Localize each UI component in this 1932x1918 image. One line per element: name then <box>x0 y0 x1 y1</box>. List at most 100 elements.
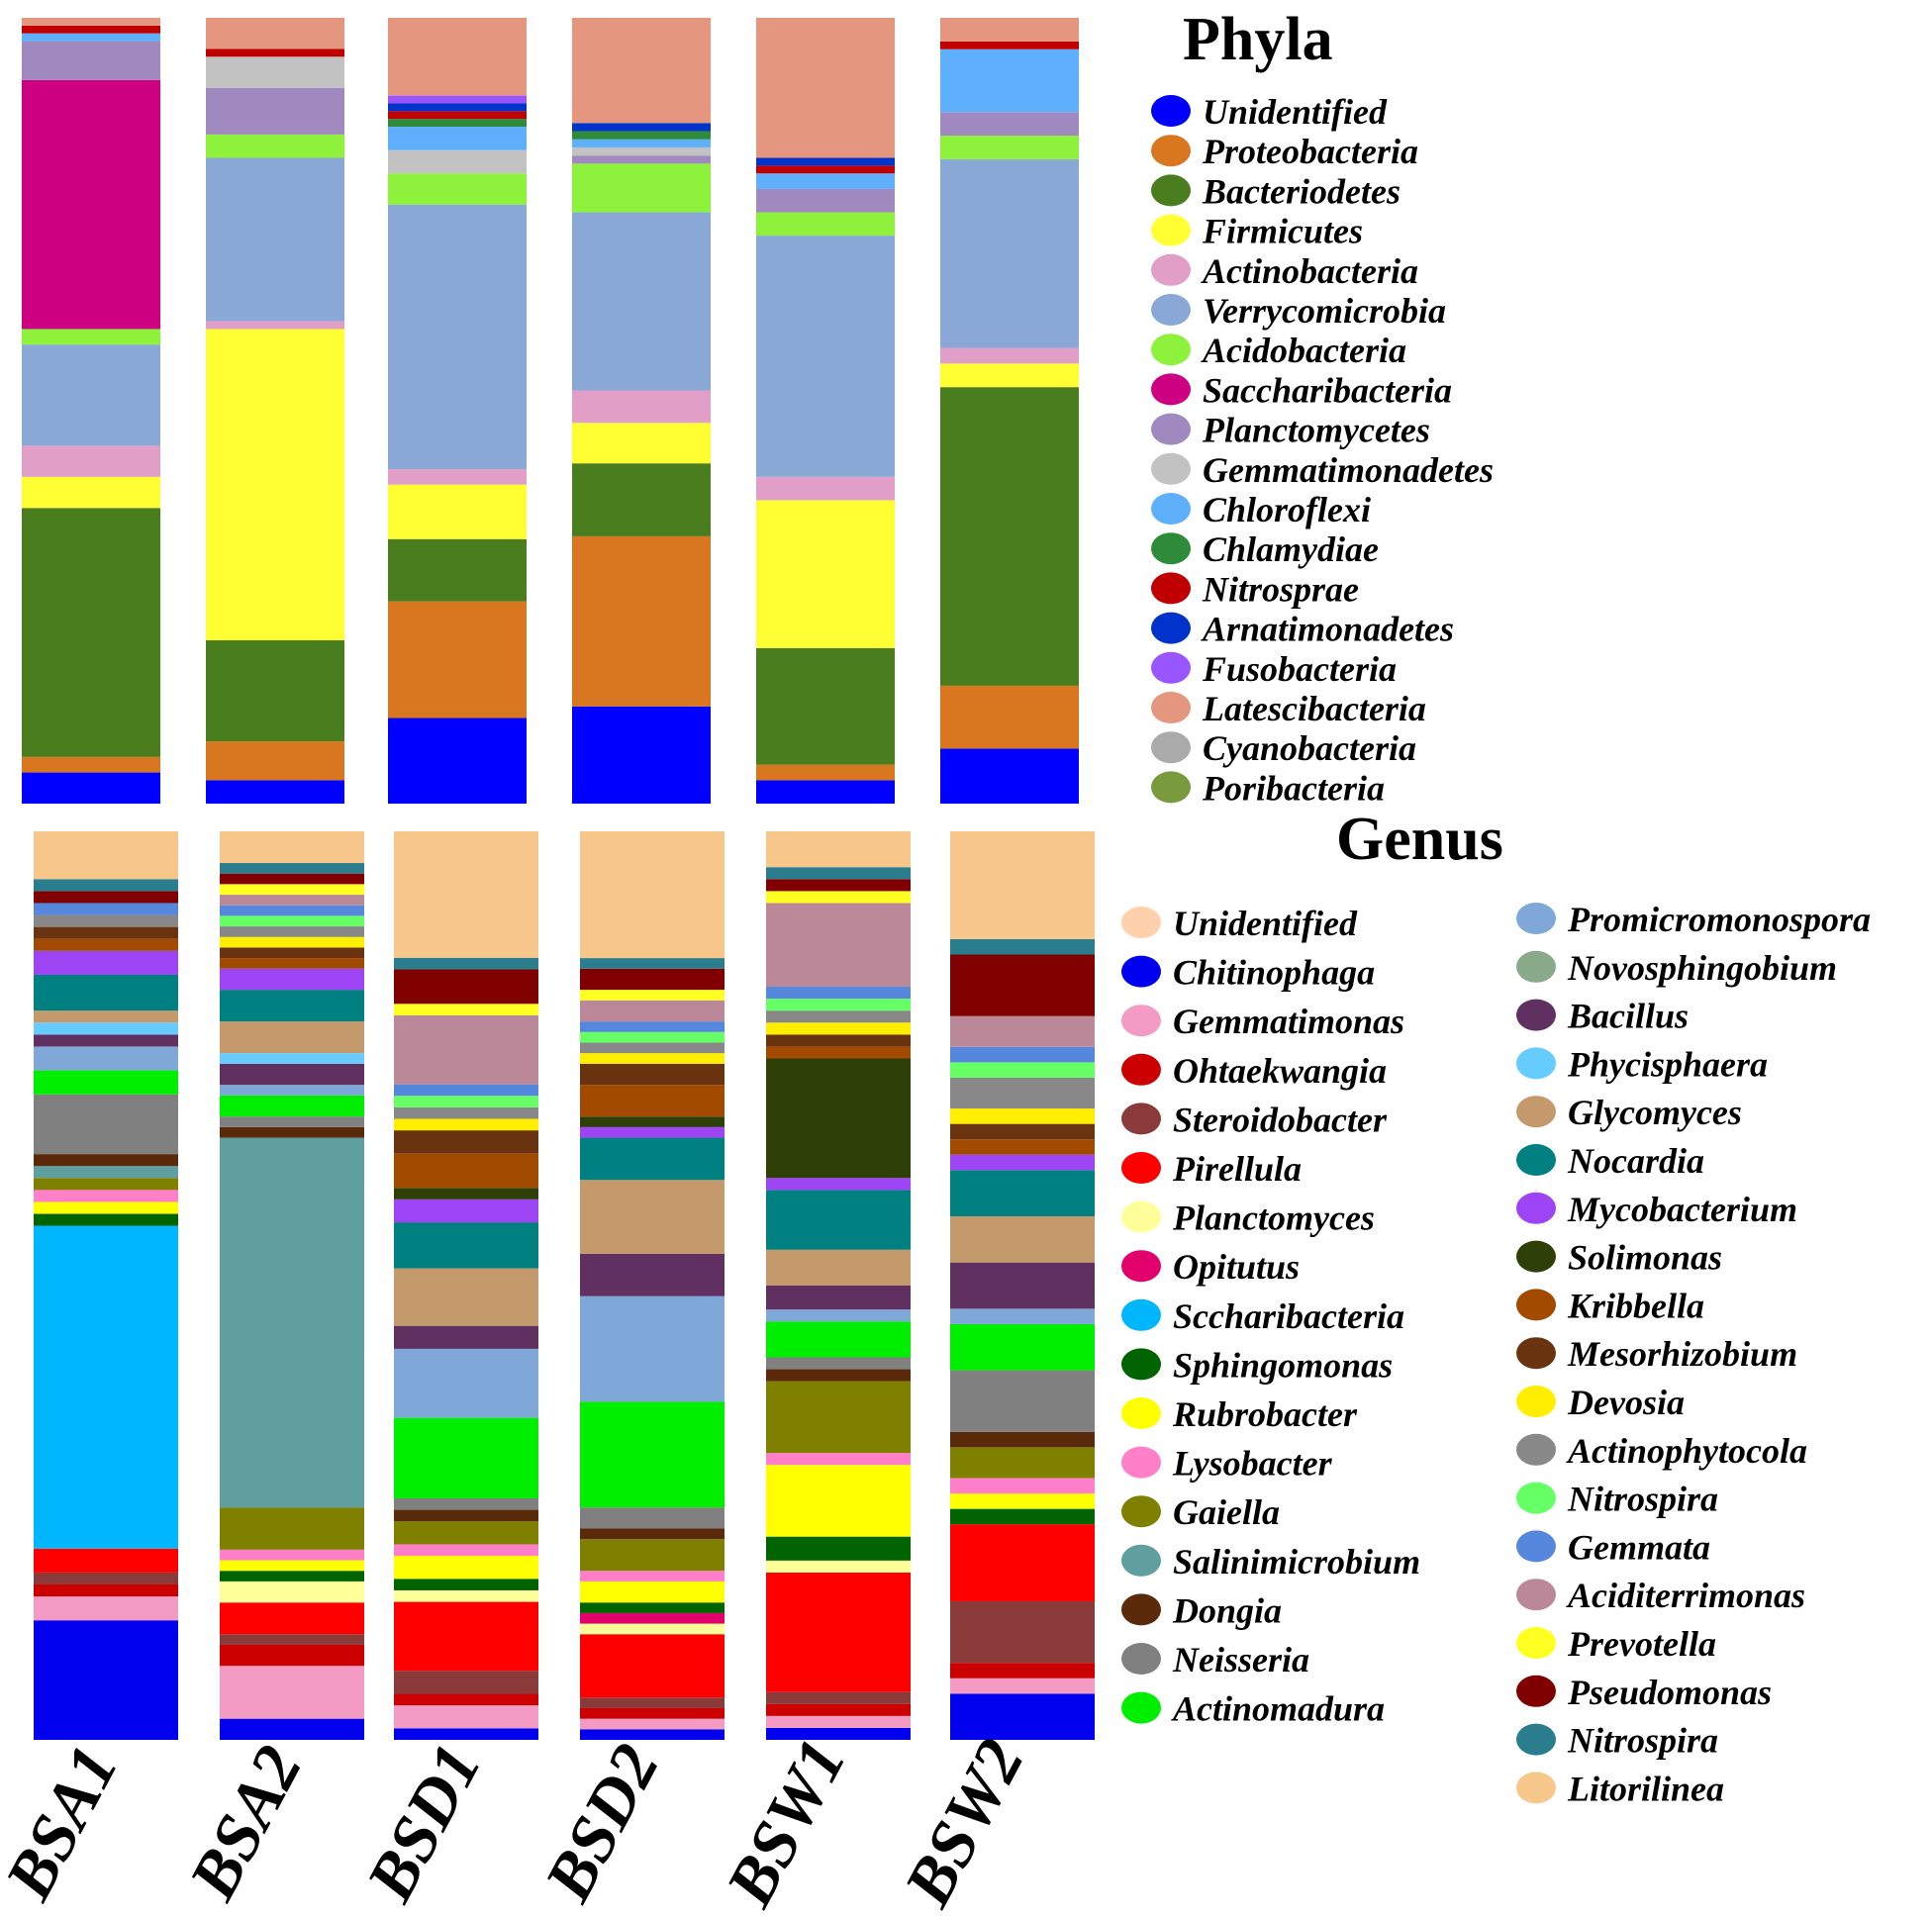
bar-segment-1-1-3 <box>220 1644 364 1667</box>
bar-segment-1-3-25 <box>580 1085 724 1117</box>
bar-segment-1-5-1 <box>950 1693 1095 1740</box>
legend-label-1-30: Gemmata <box>1568 1527 1710 1567</box>
bar-segment-0-2-5 <box>388 204 527 469</box>
bar-segment-1-3-16 <box>580 1401 724 1508</box>
bar-segment-0-0-5 <box>22 344 160 446</box>
bar-segment-0-3-1 <box>572 535 711 707</box>
legend-label-0-0: Unidentified <box>1203 92 1388 132</box>
legend-swatch-0-11 <box>1151 532 1191 565</box>
bar-segment-1-4-31 <box>766 903 911 988</box>
bar-segment-1-1-21 <box>220 1021 364 1054</box>
bar-segment-1-3-2 <box>580 1718 724 1730</box>
bar-segment-1-1-10 <box>220 1560 364 1572</box>
legend-swatch-1-28 <box>1516 1433 1556 1466</box>
bar-segment-1-2-19 <box>394 1325 538 1349</box>
legend-swatch-1-19 <box>1516 999 1556 1031</box>
legend-swatch-1-3 <box>1121 1053 1161 1086</box>
bar-segment-1-4-33 <box>766 879 911 892</box>
bar-segment-1-4-23 <box>766 1178 911 1191</box>
legend-swatch-1-6 <box>1121 1200 1161 1233</box>
bar-segment-1-3-7 <box>580 1612 724 1624</box>
bar-segment-0-0-7 <box>22 79 160 330</box>
bar-segment-1-3-15 <box>580 1507 724 1529</box>
bar-segment-0-2-2 <box>388 538 527 602</box>
legend-label-1-10: Rubrobacter <box>1172 1394 1358 1434</box>
genus-title: Genus <box>1336 806 1503 873</box>
bar-segment-1-2-1 <box>394 1728 538 1740</box>
bar-segment-1-1-33 <box>220 873 364 885</box>
legend-label-1-14: Dongia <box>1172 1590 1282 1630</box>
bar-segment-1-4-11 <box>766 1453 911 1466</box>
bar-segment-1-0-35 <box>34 831 178 880</box>
bar-segment-0-3-13 <box>572 123 711 132</box>
legend-swatch-1-0 <box>1121 907 1161 938</box>
bar-segment-0-1-6 <box>206 134 344 158</box>
bar-segment-0-2-11 <box>388 119 527 128</box>
bar-segment-1-4-5 <box>766 1572 911 1692</box>
legend-swatch-1-18 <box>1516 950 1556 983</box>
bar-segment-1-5-17 <box>950 1308 1095 1324</box>
legend-label-1-18: Novosphingobium <box>1567 948 1837 988</box>
x-tick-label-0: BSA1 <box>0 1734 132 1912</box>
bar-segment-1-3-10 <box>580 1581 724 1603</box>
bar-segment-1-3-23 <box>580 1126 724 1138</box>
legend-swatch-1-2 <box>1121 1005 1161 1037</box>
bar-segment-0-1-0 <box>206 780 344 804</box>
bar-segment-1-0-12 <box>34 1178 178 1191</box>
legend-swatch-0-17 <box>1151 771 1191 804</box>
bar-segment-0-3-2 <box>572 463 711 536</box>
bar-segment-1-5-26 <box>950 1123 1095 1140</box>
bar-segment-0-2-0 <box>388 718 527 804</box>
bar-segment-1-1-32 <box>220 884 364 896</box>
legend-swatch-1-35 <box>1516 1772 1556 1804</box>
bar-segment-0-2-6 <box>388 173 527 205</box>
bar-segment-0-5-2 <box>940 387 1079 686</box>
bar-segment-1-5-2 <box>950 1678 1095 1694</box>
legend-label-0-17: Poribacteria <box>1202 768 1385 808</box>
bar-segment-1-1-1 <box>220 1718 364 1740</box>
legend-label-1-21: Glycomyces <box>1568 1093 1742 1132</box>
bar-segment-1-3-32 <box>580 990 724 1001</box>
bar-segment-1-1-27 <box>220 936 364 948</box>
bar-segment-1-3-19 <box>580 1253 724 1296</box>
x-tick-label-5: BSW2 <box>889 1727 1038 1918</box>
bar-segment-1-3-6 <box>580 1623 724 1635</box>
legend-swatch-0-16 <box>1151 731 1191 764</box>
bar-segment-1-5-34 <box>950 938 1095 955</box>
bar-segment-0-5-15 <box>940 18 1079 42</box>
bar-segment-1-3-3 <box>580 1707 724 1719</box>
bar-segment-1-2-35 <box>394 831 538 958</box>
bar-segment-1-4-4 <box>766 1691 911 1704</box>
bar-segment-1-2-31 <box>394 1014 538 1085</box>
bar-segment-1-5-23 <box>950 1154 1095 1171</box>
bar-segment-1-1-4 <box>220 1634 364 1645</box>
bar-segment-1-1-14 <box>220 1126 364 1138</box>
bar-segment-0-5-1 <box>940 685 1079 749</box>
legend-swatch-1-25 <box>1516 1289 1556 1321</box>
legend-swatch-1-23 <box>1516 1192 1556 1224</box>
legend-swatch-1-10 <box>1121 1397 1161 1429</box>
bar-segment-1-3-14 <box>580 1528 724 1540</box>
legend-label-0-6: Acidobacteria <box>1201 331 1406 370</box>
bar-segment-1-1-25 <box>220 958 364 969</box>
bar-segment-1-0-34 <box>34 879 178 892</box>
legend-label-1-29: Nitrospira <box>1567 1480 1718 1519</box>
bar-segment-1-2-21 <box>394 1268 538 1326</box>
bar-segment-1-4-25 <box>766 1046 911 1059</box>
bar-segment-0-4-12 <box>756 165 895 174</box>
legend-swatch-1-13 <box>1121 1544 1161 1577</box>
legend-swatch-0-4 <box>1151 253 1191 286</box>
bar-segment-1-4-21 <box>766 1249 911 1286</box>
legend-label-1-4: Steroidobacter <box>1173 1100 1388 1139</box>
legend-label-1-22: Nocardia <box>1567 1141 1704 1181</box>
bar-segment-1-3-22 <box>580 1137 724 1181</box>
legend-swatch-1-7 <box>1121 1250 1161 1283</box>
legend-label-0-8: Planctomycetes <box>1202 411 1430 450</box>
bar-segment-1-0-9 <box>34 1213 178 1226</box>
bar-segment-1-2-5 <box>394 1601 538 1672</box>
bar-segment-0-3-0 <box>572 706 711 804</box>
legend-label-1-13: Salinimicrobium <box>1173 1542 1420 1582</box>
legend-swatch-0-12 <box>1151 572 1191 605</box>
legend-swatch-1-1 <box>1121 955 1161 988</box>
legend-swatch-0-6 <box>1151 334 1191 366</box>
